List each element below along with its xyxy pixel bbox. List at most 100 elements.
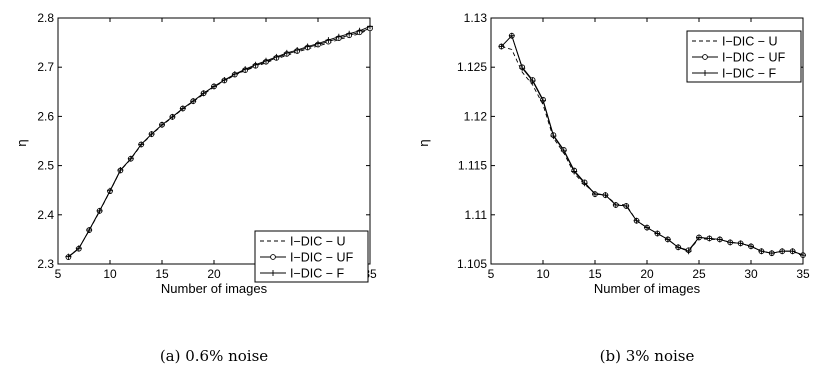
chart-a-xlabel: Number of images xyxy=(161,281,268,296)
chart-a-point xyxy=(190,98,197,105)
chart-a-xtick-label: 10 xyxy=(103,267,117,281)
chart-b-point xyxy=(644,224,650,231)
chart-b-series-line xyxy=(501,34,804,256)
chart-a-legend-marker xyxy=(270,270,276,276)
chart-b-point xyxy=(664,236,671,243)
chart-b-point xyxy=(779,248,786,255)
chart-a-ytick-label: 2.6 xyxy=(37,109,54,123)
chart-a-point xyxy=(294,46,301,53)
chart-a-point xyxy=(169,113,176,120)
chart-b-point xyxy=(498,43,505,50)
chart-a-point xyxy=(159,121,165,128)
chart-a-point xyxy=(325,37,332,44)
chart-a-ylabel: η xyxy=(14,139,29,146)
chart-b-ytick-label: 1.115 xyxy=(458,159,487,173)
chart-b-ytick-label: 1.105 xyxy=(457,257,487,271)
chart-a-legend-marker xyxy=(270,254,276,260)
chart-b-legend-label: I−DIC − U xyxy=(722,35,778,49)
chart-a-point xyxy=(335,33,342,40)
chart-a-series-2 xyxy=(65,23,373,260)
chart-b-legend-marker xyxy=(702,54,708,60)
chart-b-point xyxy=(706,235,713,242)
chart-b-point xyxy=(716,236,723,243)
chart-a-point xyxy=(252,61,259,68)
chart-a-point xyxy=(346,30,353,37)
chart-a-point xyxy=(221,76,228,83)
chart-a-point xyxy=(96,207,103,214)
chart-a-caption: (a) 0.6% noise xyxy=(160,347,268,365)
chart-a-point xyxy=(127,155,134,162)
chart-a-point xyxy=(138,141,145,148)
chart-b-point xyxy=(748,243,754,250)
chart-a-point xyxy=(86,227,93,234)
chart-b-ytick-label: 1.13 xyxy=(464,11,488,25)
chart-b-point xyxy=(540,97,546,104)
chart-b-point xyxy=(654,230,661,237)
chart-b-point xyxy=(675,244,682,251)
chart-a-series-line xyxy=(68,25,371,257)
chart-a: 51015202530352.32.42.52.62.72.8 Number o… xyxy=(14,11,377,365)
chart-b-point xyxy=(519,65,526,72)
chart-a-frame xyxy=(57,17,371,265)
chart-a-legend-label: I−DIC − U xyxy=(290,235,346,249)
chart-b-legend-label: I−DIC − UF xyxy=(722,51,786,65)
chart-a-point xyxy=(315,40,321,47)
chart-a-ticks: 51015202530352.32.42.52.62.72.8 xyxy=(37,11,377,281)
chart-b-point xyxy=(612,201,619,208)
chart-b-series-2 xyxy=(498,32,806,259)
chart-a-xtick-label: 15 xyxy=(155,267,169,281)
chart-a-point xyxy=(356,27,363,34)
chart-b-ylabel: η xyxy=(416,139,431,146)
chart-b-point xyxy=(571,168,578,175)
chart-a-point xyxy=(304,43,311,50)
chart-b-xtick-label: 15 xyxy=(588,267,602,281)
chart-a-point xyxy=(148,131,155,138)
chart-b-point xyxy=(737,240,744,247)
chart-a-legend: I−DIC − U I−DIC − UF I−DIC − F xyxy=(254,230,369,283)
chart-a-xtick-label: 5 xyxy=(55,267,62,281)
chart-b-point xyxy=(768,250,775,257)
chart-a-point xyxy=(107,187,113,194)
chart-a-legend-label: I−DIC − UF xyxy=(290,251,354,265)
chart-b-point xyxy=(633,217,640,224)
chart-b-xtick-label: 10 xyxy=(536,267,550,281)
chart-a-point xyxy=(211,83,217,90)
chart-a-series xyxy=(65,23,373,260)
chart-b-point xyxy=(623,202,630,209)
chart-b-point xyxy=(550,133,557,140)
chart-a-point xyxy=(242,66,249,73)
chart-b-point xyxy=(758,248,765,255)
chart-b-xtick-label: 30 xyxy=(744,267,758,281)
chart-a-point xyxy=(75,245,82,252)
chart-a-legend-label: I−DIC − F xyxy=(290,267,345,281)
chart-b-legend-label: I−DIC − F xyxy=(722,67,777,81)
chart-a-point xyxy=(263,57,269,64)
chart-b-series xyxy=(498,32,806,259)
chart-b-point xyxy=(696,234,702,241)
chart-b-legend: I−DIC − U I−DIC − UF I−DIC − F xyxy=(686,30,802,83)
chart-b-ticks: 5 10 15 20 25 30 35 1.105 1.11 1.115 1.12 1.125 1.13 xyxy=(457,11,810,281)
chart-a-ytick-label: 2.8 xyxy=(37,11,54,25)
chart-a-point xyxy=(65,253,72,260)
chart-a-ytick-label: 2.4 xyxy=(37,208,54,222)
chart-b-ytick-label: 1.11 xyxy=(465,208,488,222)
chart-a-point xyxy=(273,53,280,60)
chart-a-point xyxy=(367,23,373,30)
chart-b-point xyxy=(529,77,536,84)
chart-a-ytick-label: 2.5 xyxy=(37,159,54,173)
chart-b-point xyxy=(602,192,609,199)
chart-b-ytick-label: 1.12 xyxy=(464,109,488,123)
chart-b-xlabel: Number of images xyxy=(594,281,701,296)
chart-a-point xyxy=(200,90,207,97)
chart-a-point xyxy=(117,167,124,174)
chart-b-xtick-label: 25 xyxy=(692,267,706,281)
chart-b-point xyxy=(727,239,734,246)
chart-b-point xyxy=(581,180,588,187)
chart-a-ytick-label: 2.3 xyxy=(37,257,54,271)
chart-a-point xyxy=(179,105,186,112)
chart-b-xtick-label: 5 xyxy=(488,267,495,281)
chart-b-xtick-label: 20 xyxy=(640,267,654,281)
chart-b-point xyxy=(789,248,796,255)
chart-b-legend-marker xyxy=(702,70,708,76)
